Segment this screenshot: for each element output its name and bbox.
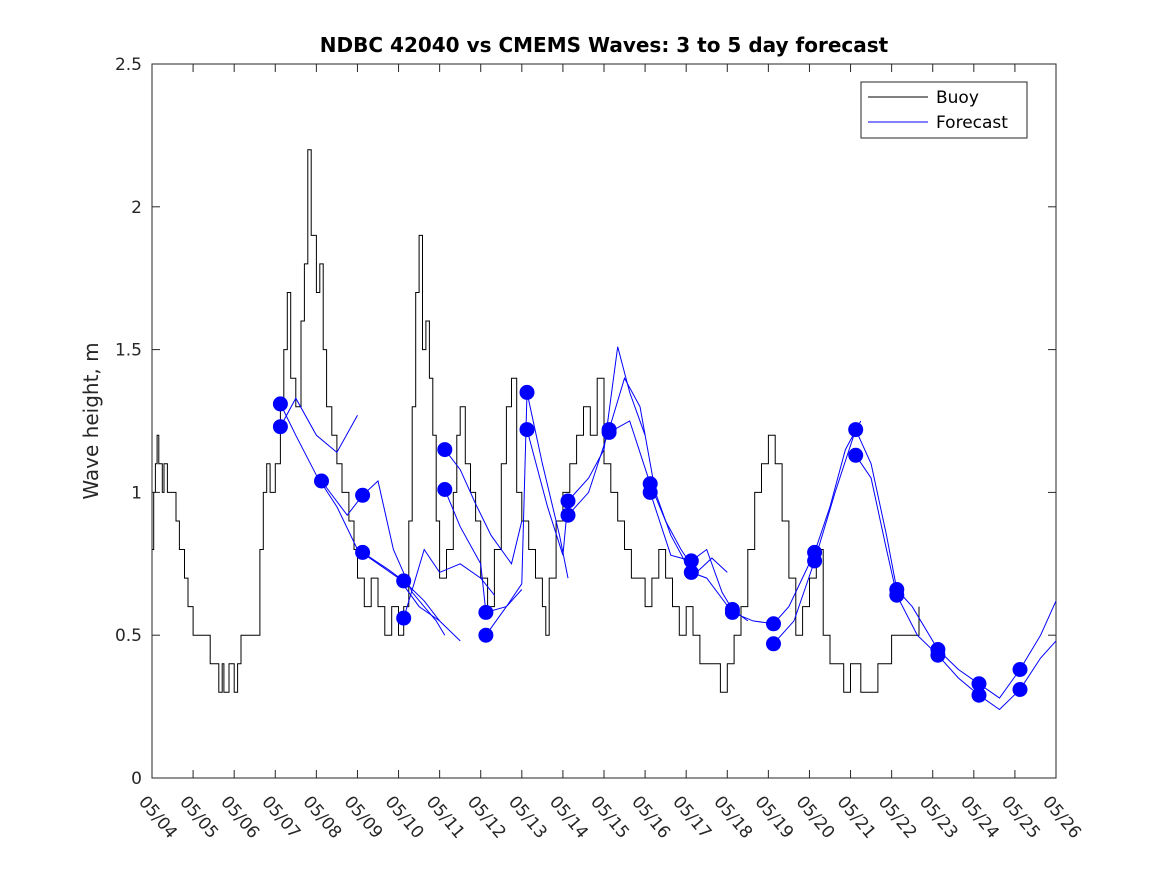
forecast-line (608, 420, 728, 574)
forecast-marker (272, 419, 288, 435)
forecast-marker (272, 396, 288, 412)
forecast-line (691, 420, 862, 625)
buoy-line (152, 149, 920, 693)
legend-box (860, 81, 1028, 139)
forecast-marker (519, 384, 535, 400)
forecast-marker (396, 610, 412, 626)
forecast-marker (930, 647, 946, 663)
forecast-marker (560, 507, 576, 523)
forecast-marker (601, 424, 617, 440)
y-tick-label: 1.5 (115, 341, 142, 361)
forecast-line (279, 397, 358, 454)
chart-title: NDBC 42040 vs CMEMS Waves: 3 to 5 day fo… (320, 33, 889, 57)
forecast-marker (848, 447, 864, 463)
forecast-marker (1012, 682, 1028, 697)
forecast-marker (766, 616, 781, 632)
forecast-marker (724, 604, 740, 620)
buoy-series (152, 149, 920, 693)
forecast-line (362, 551, 461, 642)
forecast-marker (478, 604, 494, 620)
forecast-series-group (279, 346, 1057, 711)
plot-area: 00.511.522.5 05/0405/0505/0605/0705/0805… (115, 55, 1085, 843)
forecast-marker (437, 442, 453, 458)
forecast-marker (848, 422, 864, 438)
y-tick-label: 2 (131, 198, 142, 218)
forecast-marker (560, 493, 576, 509)
forecast-marker (807, 553, 823, 569)
forecast-line (773, 428, 1057, 699)
forecast-marker (1012, 662, 1028, 677)
forecast-marker (766, 636, 781, 652)
forecast-marker (478, 627, 494, 643)
forecast-marker (971, 687, 987, 703)
y-tick-label: 0.5 (115, 626, 142, 646)
forecast-line (526, 346, 646, 556)
forecast-line (444, 449, 523, 565)
y-tick-label: 1 (131, 483, 142, 503)
forecast-line (567, 376, 687, 565)
forecast-marker (642, 484, 658, 500)
legend-buoy-label: Buoy (936, 88, 979, 108)
forecast-marker (437, 482, 453, 497)
forecast-marker (314, 473, 329, 489)
forecast-marker (355, 544, 371, 560)
forecast-marker (519, 422, 535, 438)
forecast-line (321, 480, 446, 636)
legend: Buoy Forecast (860, 81, 1028, 139)
forecast-marker (355, 487, 371, 503)
forecast-markers (272, 384, 1028, 703)
forecast-marker (683, 564, 699, 580)
y-axis-label: Wave height, m (79, 342, 103, 499)
forecast-line (444, 489, 523, 614)
legend-forecast-label: Forecast (936, 113, 1008, 133)
forecast-marker (889, 587, 905, 603)
y-tick-label: 2.5 (115, 55, 142, 75)
y-tick-label: 0 (131, 769, 142, 789)
y-axis-ticks: 0 0.5 1 1.5 2 2.5 (115, 55, 1056, 789)
forecast-marker (396, 573, 412, 589)
